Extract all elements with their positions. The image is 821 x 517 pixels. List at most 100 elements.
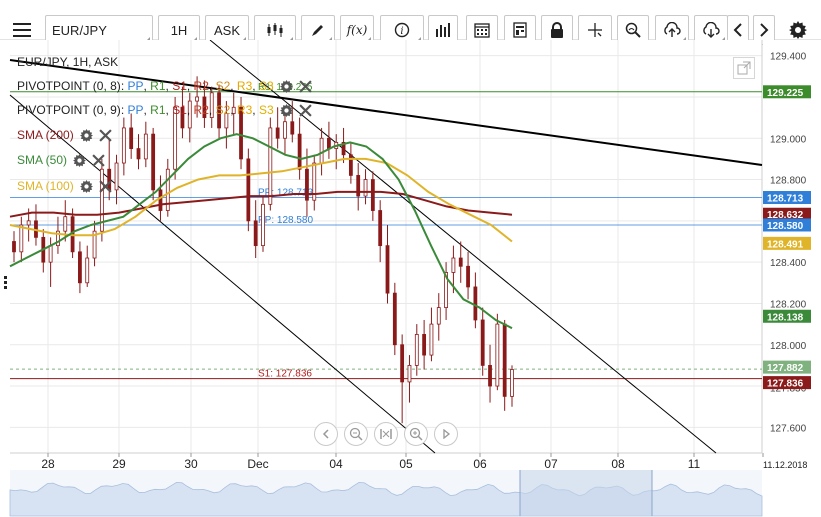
candle-body (407, 364, 412, 383)
price-chart[interactable]: R1: 129.225 PP: 128.713 PP: 128.580 S1: 127… (0, 40, 821, 517)
close-icon[interactable] (99, 128, 112, 142)
candle-body (466, 265, 470, 288)
pivot1-sep3: , (186, 79, 194, 93)
candle-body (370, 179, 375, 211)
close-icon[interactable] (99, 179, 112, 193)
candle-body (283, 121, 287, 139)
close-icon[interactable] (298, 103, 312, 117)
legend-pivot-1[interactable]: PIVOTPOINT (0, 8) : PP , R1 , S1 , R2 , … (17, 78, 312, 94)
pivot2-s1: S1 (172, 103, 187, 117)
zoom-in-button[interactable] (404, 422, 428, 446)
candle-body (297, 133, 302, 170)
pivot1-r1: R1 (150, 79, 166, 93)
price-tag (763, 191, 811, 205)
legend-pivot-2[interactable]: PIVOTPOINT (0, 9) : PP , R1 , S1 , R2 , … (17, 102, 312, 118)
candle-body (458, 257, 463, 267)
reset-zoom-button[interactable] (374, 422, 398, 446)
pivot1-sep0: : (120, 79, 128, 93)
pivot2-s2: S2 (215, 103, 231, 117)
price-tick-label: 128.400 (770, 258, 807, 269)
price-tag-label: 128.138 (767, 312, 804, 323)
candle-body (268, 127, 273, 205)
pivot2-sep6: , (252, 103, 259, 117)
candle-body (19, 224, 24, 253)
gear-icon[interactable] (279, 103, 293, 117)
price-tag (763, 309, 811, 323)
pivot-level-label: PP: 128.713 (258, 188, 313, 199)
candle-body (63, 216, 68, 232)
candle-body (224, 113, 229, 129)
drag-handle-icon[interactable] (4, 276, 8, 290)
candle-body (378, 210, 383, 247)
chart-area[interactable]: R1: 129.225 PP: 128.713 PP: 128.580 S1: 127… (0, 40, 821, 517)
candle-body (275, 127, 280, 139)
pivot1-s2: S2 (215, 79, 231, 93)
settings-icon (789, 21, 807, 39)
pivot2-sep5: , (230, 103, 237, 117)
candle-body (312, 162, 317, 201)
menu-button[interactable] (8, 15, 36, 45)
gear-icon[interactable] (79, 179, 93, 193)
chevron-left-icon (733, 23, 742, 37)
prev-button[interactable] (727, 15, 749, 45)
scroll-right-button[interactable] (434, 422, 458, 446)
candle-type-icon (267, 23, 283, 37)
candle-body (173, 106, 178, 170)
pivot2-r2: R2 (193, 103, 209, 117)
legend-sma-200[interactable]: SMA (200) (17, 127, 112, 143)
time-tick-label: 29 (112, 457, 126, 471)
time-tick-label: 04 (329, 457, 343, 471)
candle-body (26, 220, 31, 226)
pivot1-s1: S1 (172, 79, 187, 93)
scroll-left-button[interactable] (314, 422, 338, 446)
symbol-label: EUR/JPY (52, 22, 107, 38)
pivot1-r2: R2 (193, 79, 209, 93)
time-axis: 28 29 30 Dec 04 05 06 07 08 11 11.12.2018 (41, 453, 807, 471)
candle-body (327, 137, 331, 149)
trend-line-main (9, 59, 763, 166)
settings-button[interactable] (786, 15, 810, 45)
candle-body (429, 323, 434, 356)
candle-body (473, 286, 478, 321)
candle-body (510, 369, 514, 397)
fit-icon (380, 429, 392, 439)
pivot1-sep4: , (208, 79, 216, 93)
zoom-out-button[interactable] (344, 422, 368, 446)
price-tag-label: 128.491 (767, 239, 804, 250)
pivot1-sep2: , (165, 79, 173, 93)
candle-body (253, 220, 258, 247)
popout-button[interactable] (733, 57, 755, 79)
candle-body (422, 334, 427, 356)
candle-body (290, 121, 295, 135)
close-icon[interactable] (92, 153, 105, 167)
candle-body (99, 168, 104, 232)
pivot1-pp: PP (127, 79, 144, 93)
sma-100-line (9, 157, 513, 243)
price-tag-label: 127.882 (767, 363, 804, 374)
pivot1-r3: R3 (236, 79, 253, 93)
price-tag (763, 236, 811, 250)
candle-body (385, 245, 390, 294)
time-tick-label: 28 (41, 457, 55, 471)
play-icon (443, 429, 451, 439)
pivot2-pp: PP (127, 103, 144, 117)
chart-toolbar: EUR/JPY 1H ASK f(x) i (0, 0, 821, 45)
candle-body (239, 106, 243, 160)
price-tick-label: 128.000 (770, 341, 807, 352)
candle-body (129, 127, 134, 149)
legend-sma-50[interactable]: SMA (50) (17, 152, 105, 168)
gear-icon[interactable] (279, 79, 293, 93)
gear-icon[interactable] (79, 128, 93, 142)
pivot-level-label: S1: 127.836 (258, 369, 312, 380)
sma-50-line (9, 133, 513, 330)
legend-title-text: EUR/JPY, 1H, ASK (17, 55, 119, 69)
legend-sma-100[interactable]: SMA (100) (17, 178, 112, 194)
price-type-label: ASK (213, 22, 240, 38)
gear-icon[interactable] (73, 153, 87, 167)
close-icon[interactable] (298, 79, 312, 93)
price-tag-label: 128.632 (767, 210, 804, 221)
price-tag (763, 207, 811, 221)
upload-icon (664, 22, 681, 37)
sma100-label: SMA (100) (17, 179, 74, 193)
candle-body (348, 154, 353, 176)
